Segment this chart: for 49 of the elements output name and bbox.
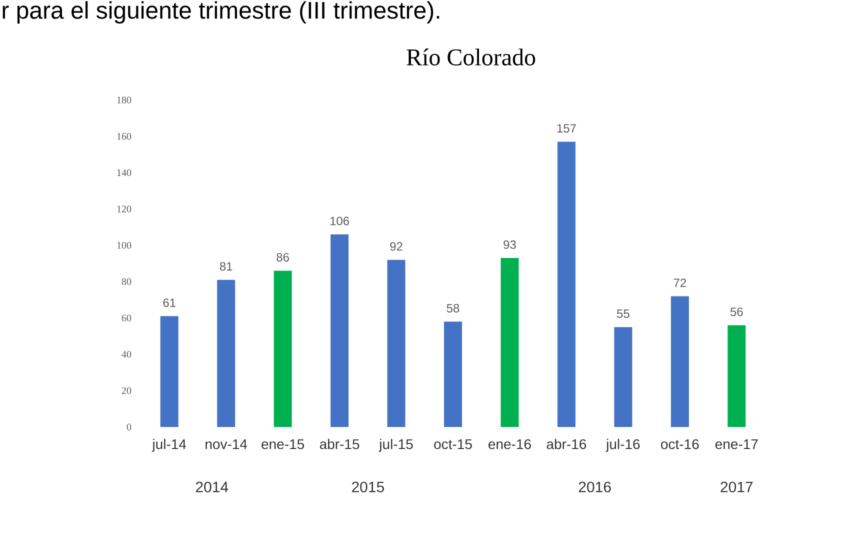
x-tick-label: jul-16	[606, 438, 640, 452]
data-label: 106	[330, 216, 350, 226]
bar	[614, 327, 632, 427]
x-tick-label: ene-16	[488, 439, 531, 450]
text: 2014	[196, 482, 228, 492]
text: r para el siguiente trimestre (III trimestre).	[2, 1, 440, 24]
y-tick-label: 60	[122, 314, 132, 322]
bar	[274, 270, 292, 427]
data-label: 93	[504, 240, 516, 249]
bar	[728, 325, 746, 427]
data-label: 81	[220, 262, 232, 271]
data-label: 61	[163, 298, 176, 307]
y-tick-label: 120	[117, 206, 132, 212]
x-tick-label: oct-15	[434, 439, 472, 450]
x-tick-label: abr-16	[546, 438, 586, 450]
y-tick-label: 0	[126, 424, 132, 430]
bar	[557, 142, 576, 427]
data-label: 55	[617, 310, 630, 318]
x-tick-label: abr-15	[320, 438, 360, 450]
data-label: 92	[390, 242, 402, 251]
x-tick-label: jul-14	[152, 438, 186, 452]
text: 2015	[352, 482, 384, 492]
text: 2016	[578, 482, 611, 492]
bar	[330, 234, 349, 427]
x-tick-label: ene-15	[262, 439, 304, 450]
bar	[160, 316, 178, 427]
data-label: 86	[276, 253, 289, 262]
x-tick-label: jul-15	[378, 438, 413, 452]
bar	[500, 258, 519, 427]
bar	[387, 260, 406, 427]
y-tick-label: 100	[117, 242, 132, 249]
chart-title: Río Colorado	[406, 48, 536, 66]
y-tick-label: 80	[122, 278, 132, 286]
x-tick-label: ene-17	[715, 439, 758, 450]
y-tick-label: 180	[117, 96, 132, 104]
bar	[670, 296, 689, 427]
y-tick-label: 160	[117, 132, 132, 140]
y-tick-label: 40	[122, 350, 132, 358]
bar	[217, 280, 236, 427]
data-label: 157	[557, 124, 576, 133]
bar	[444, 322, 462, 427]
y-tick-label: 140	[117, 169, 132, 176]
data-label: 58	[446, 304, 460, 312]
text: 2017	[720, 482, 753, 492]
x-tick-label: oct-16	[661, 439, 699, 450]
x-tick-label: nov-14	[206, 439, 248, 450]
data-label: 56	[730, 308, 743, 316]
y-tick-label: 20	[122, 387, 132, 394]
data-label: 72	[674, 278, 686, 287]
